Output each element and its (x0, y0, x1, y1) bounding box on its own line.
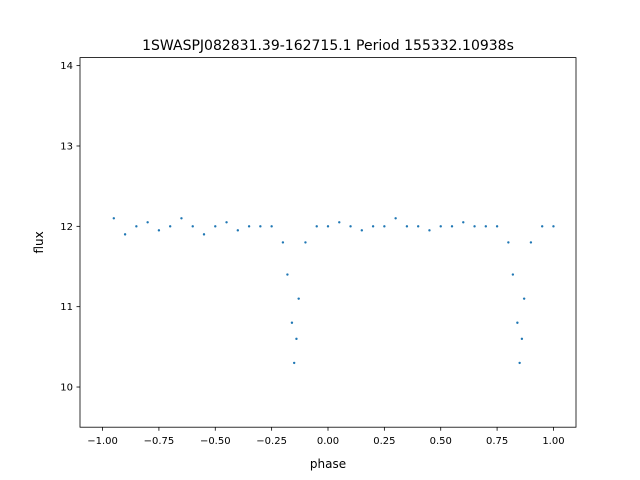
data-point (360, 229, 364, 232)
data-point (450, 225, 454, 228)
data-point (520, 337, 524, 341)
data-point (394, 217, 397, 220)
chart-title: 1SWASPJ082831.39-162715.1 Period 155332.… (142, 38, 514, 54)
x-tick-label: 1.00 (542, 436, 564, 447)
x-tick-label: 0.00 (317, 436, 339, 447)
x-tick-label: −0.25 (256, 436, 287, 447)
y-tick-label: 12 (60, 222, 73, 233)
data-point (247, 225, 251, 228)
data-point (507, 241, 510, 244)
data-point (123, 233, 127, 236)
data-point (416, 225, 420, 228)
data-points (112, 217, 555, 365)
data-point (297, 297, 300, 300)
data-point (225, 221, 228, 224)
data-point (428, 229, 431, 232)
data-point (259, 225, 262, 228)
data-point (516, 321, 519, 324)
x-axis-ticks: −1.00 −0.75 −0.50 −0.25 0.00 0.25 0.50 0.75 1.00 (87, 427, 565, 447)
data-point (191, 225, 194, 228)
data-point (157, 229, 161, 232)
data-point (146, 221, 149, 224)
data-point (552, 225, 555, 228)
data-point (540, 225, 544, 228)
y-tick-label: 13 (60, 141, 73, 152)
data-point (473, 225, 476, 228)
x-tick-label: −0.50 (200, 436, 231, 447)
data-point (462, 221, 465, 224)
data-point (214, 225, 217, 228)
data-point (529, 241, 533, 244)
data-point (286, 273, 289, 276)
data-point (135, 225, 138, 228)
y-tick-label: 14 (60, 61, 73, 72)
x-tick-label: −0.75 (144, 436, 175, 447)
data-point (349, 225, 352, 228)
x-tick-label: −1.00 (87, 436, 118, 447)
y-tick-label: 10 (60, 383, 73, 394)
data-point (383, 225, 386, 228)
data-point (522, 297, 526, 300)
y-tick-label: 11 (60, 302, 73, 313)
data-point (290, 321, 294, 324)
data-point (518, 361, 521, 365)
data-point (304, 241, 307, 244)
data-point (168, 225, 172, 228)
data-point (295, 337, 298, 341)
x-tick-label: 0.50 (430, 436, 452, 447)
data-point (180, 217, 183, 220)
y-axis-ticks: 10 11 12 13 14 (60, 61, 80, 394)
data-point (405, 225, 409, 228)
data-point (292, 361, 296, 365)
data-point (281, 241, 285, 244)
data-point (511, 273, 515, 276)
x-tick-label: 0.75 (486, 436, 508, 447)
y-axis-label: flux (32, 231, 46, 253)
data-point (371, 225, 375, 228)
x-axis-label: phase (310, 457, 346, 471)
data-point (439, 225, 442, 228)
data-point (202, 233, 206, 236)
data-point (484, 225, 488, 228)
data-point (338, 221, 341, 224)
data-point (326, 225, 330, 228)
x-tick-label: 0.25 (373, 436, 395, 447)
data-point (236, 229, 240, 232)
data-point (112, 217, 116, 220)
data-point (315, 225, 318, 228)
data-point (495, 225, 499, 228)
data-point (270, 225, 273, 228)
